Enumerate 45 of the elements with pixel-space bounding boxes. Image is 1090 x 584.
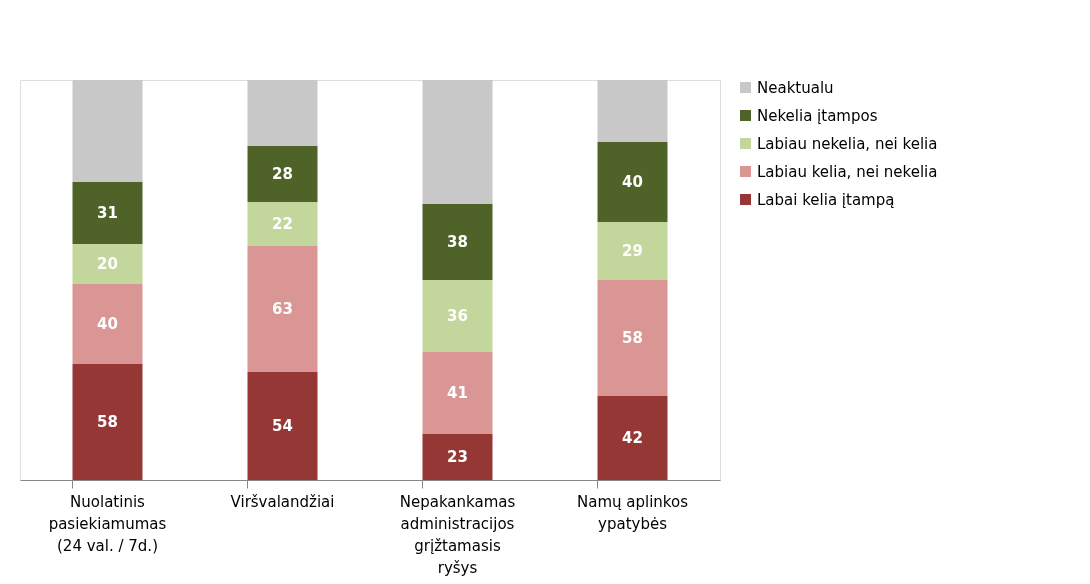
bar: [597, 80, 668, 142]
data-label: 36: [447, 307, 468, 325]
bar: [72, 244, 143, 284]
bar: [597, 222, 668, 280]
legend-label: Labiau kelia, nei nekelia: [757, 162, 938, 181]
data-label: 58: [622, 329, 643, 347]
bar: [597, 142, 668, 222]
bar: [597, 280, 668, 396]
bar: [247, 146, 318, 202]
data-label: 28: [272, 165, 293, 183]
data-label: 42: [622, 429, 643, 447]
data-label: 29: [622, 242, 643, 260]
data-label: 23: [447, 448, 468, 466]
bar: [422, 80, 493, 204]
bar: [247, 202, 318, 246]
data-label: 63: [272, 300, 293, 318]
bar: [247, 80, 318, 146]
bar: [247, 246, 318, 372]
bar: [72, 364, 143, 480]
bar: [422, 352, 493, 434]
x-tick-label: Namų aplinkos ypatybės: [577, 492, 689, 533]
bar: [422, 204, 493, 280]
data-label: 40: [97, 315, 118, 333]
bar: [72, 182, 143, 244]
x-tick-label: Nuolatinis pasiekiamumas (24 val. / 7d.): [48, 492, 167, 555]
legend-label: Neaktualu: [757, 78, 834, 97]
bar: [247, 372, 318, 480]
legend-label: Labai kelia įtampą: [757, 190, 895, 209]
bar: [72, 284, 143, 364]
bar: [597, 396, 668, 480]
data-label: 22: [272, 215, 293, 233]
x-tick-label: Nepakankamas administracijos grįžtamasis ryšys: [399, 492, 516, 577]
data-label: 31: [97, 204, 118, 222]
data-label: 40: [622, 173, 643, 191]
x-tick-label: Viršvalandžiai: [230, 492, 335, 511]
bar: [422, 434, 493, 480]
legend-label: Nekelia įtampos: [757, 106, 878, 125]
data-label: 58: [97, 413, 118, 431]
bar: [72, 80, 143, 182]
legend-label: Labiau nekelia, nei kelia: [757, 134, 938, 153]
bar: [422, 280, 493, 352]
data-label: 54: [272, 417, 293, 435]
data-label: 20: [97, 255, 118, 273]
data-label: 41: [447, 384, 468, 402]
data-label: 38: [447, 233, 468, 251]
